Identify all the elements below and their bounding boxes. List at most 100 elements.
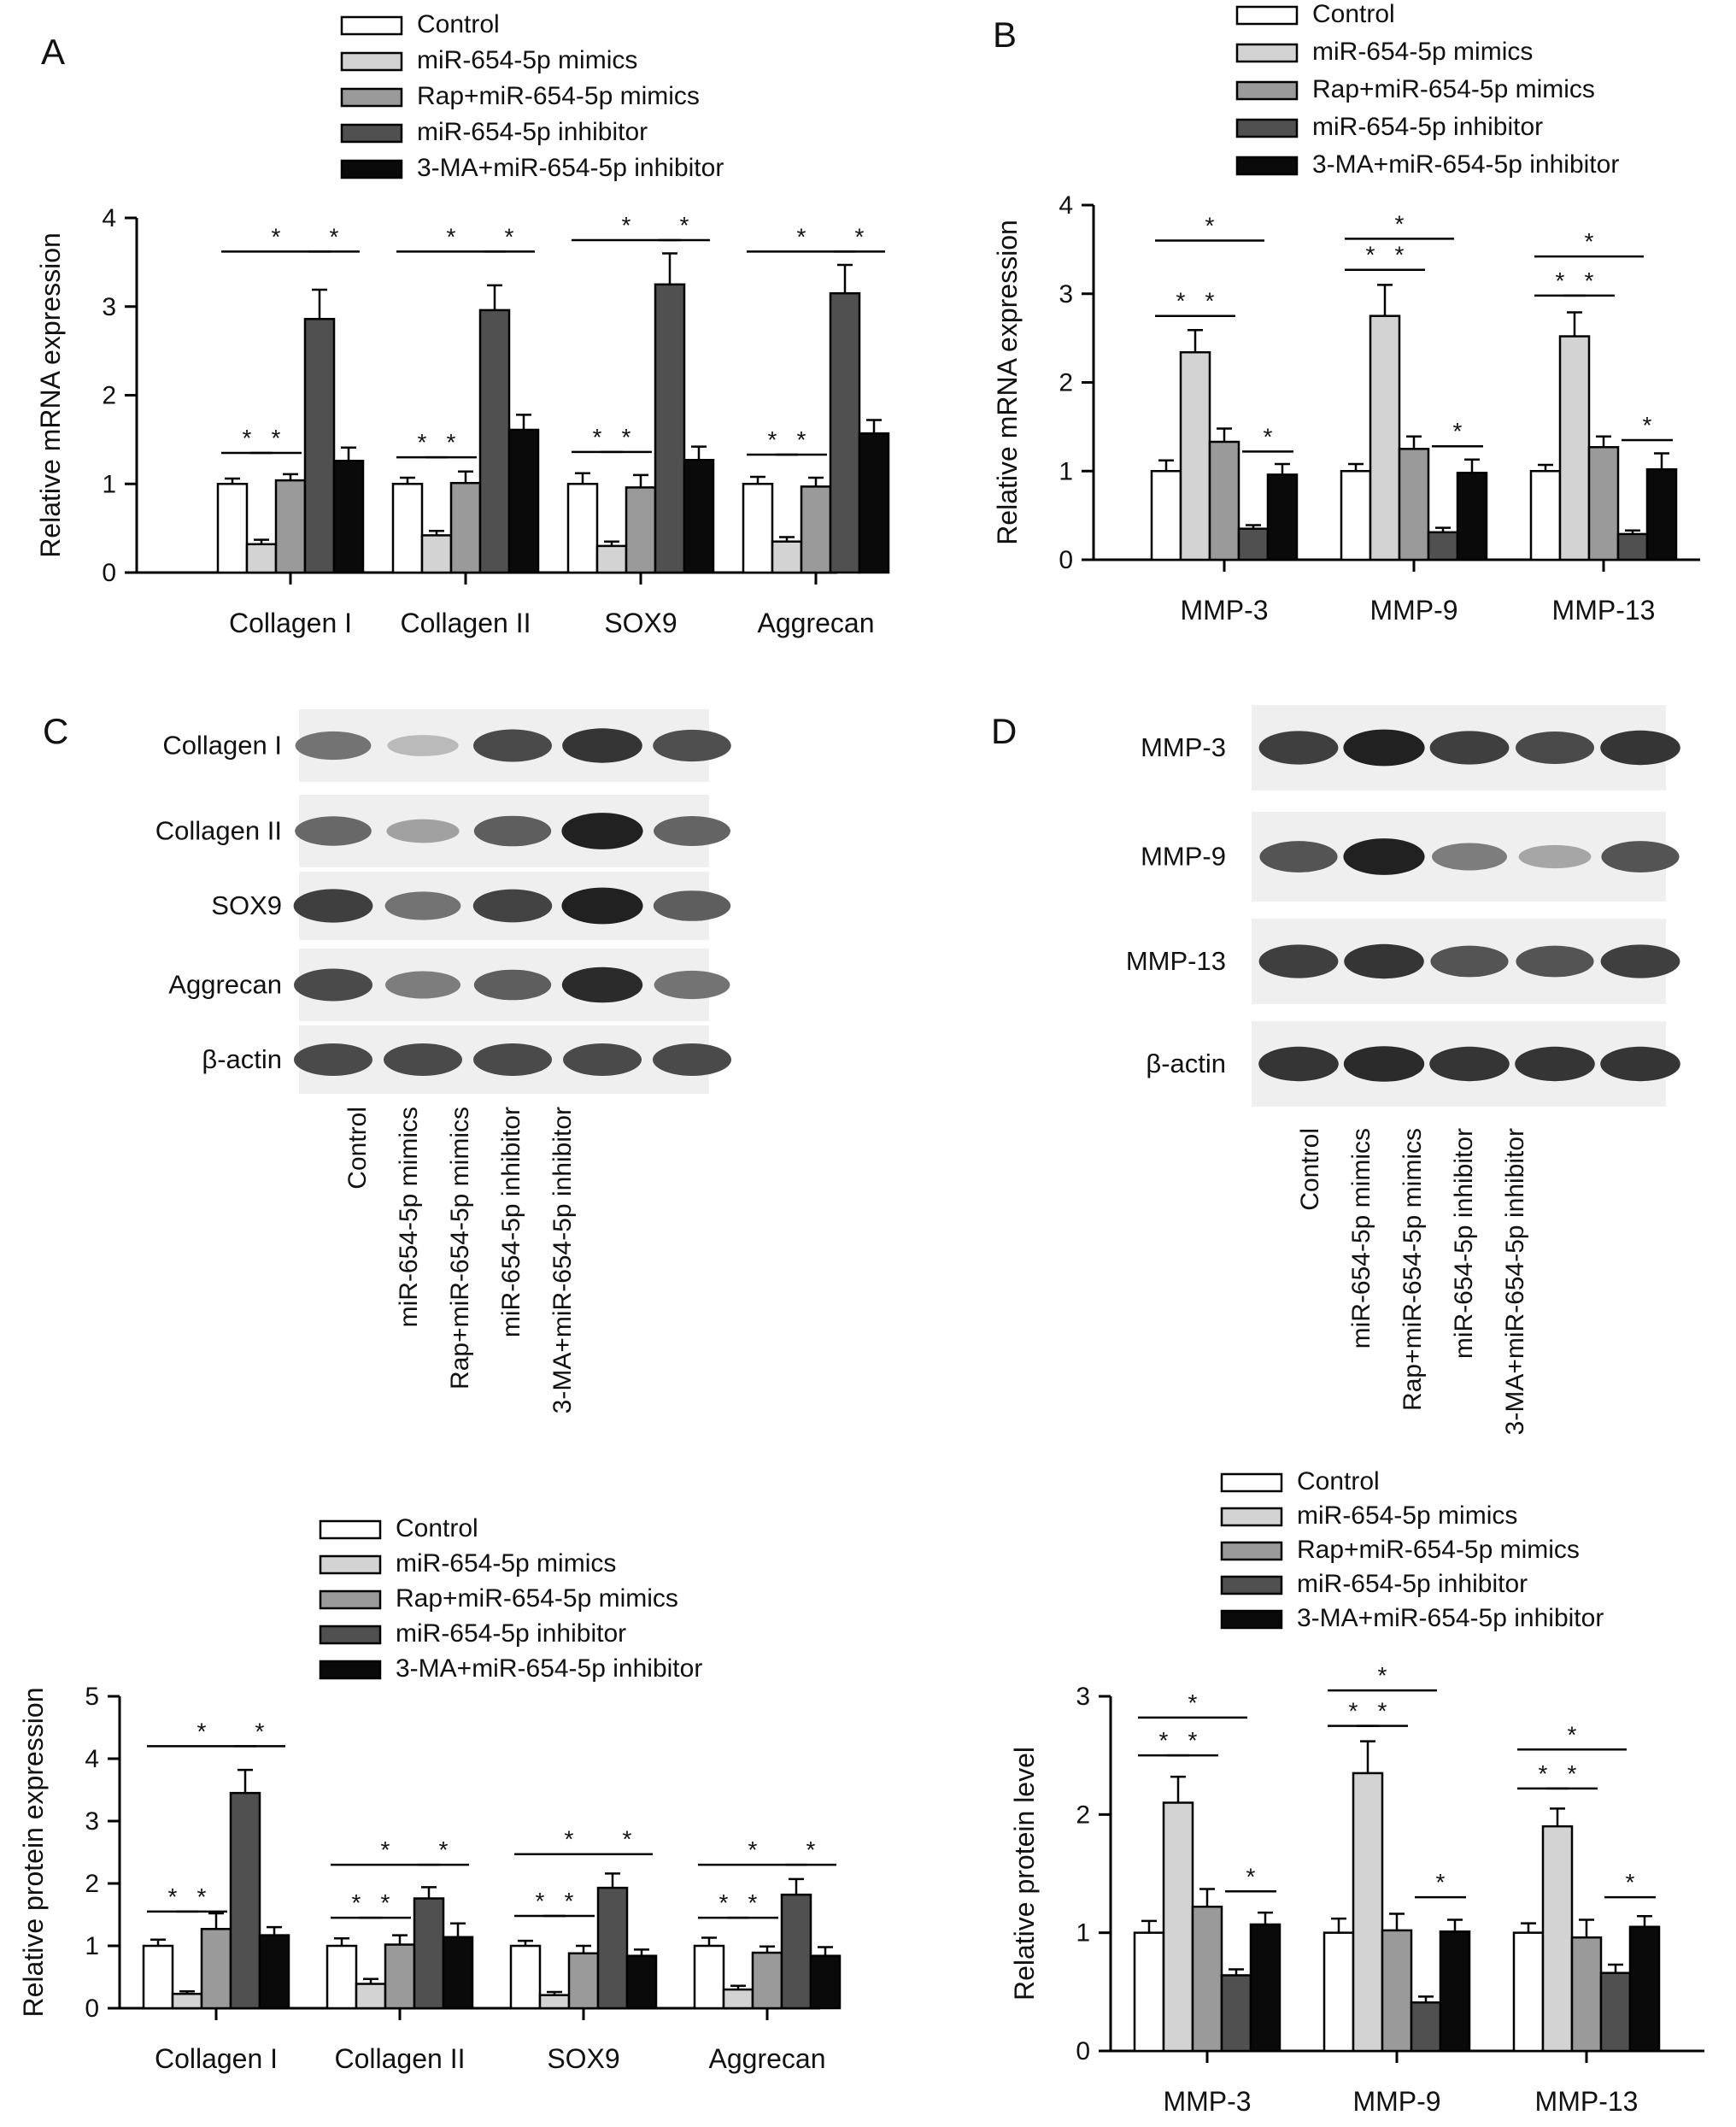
legend-swatch bbox=[319, 1554, 382, 1575]
legend-swatch bbox=[319, 1519, 382, 1540]
significance-star: * bbox=[447, 223, 456, 250]
y-axis-label: Relative mRNA expression bbox=[992, 220, 1023, 545]
bar bbox=[1599, 1971, 1632, 2053]
significance-star: * bbox=[1205, 213, 1215, 239]
significance-star: * bbox=[1159, 1727, 1169, 1754]
blot-lane-label: miR-654-5p mimics bbox=[395, 1107, 423, 1327]
legend-label: Rap+miR-654-5p mimics bbox=[1297, 1536, 1580, 1564]
bar bbox=[384, 1943, 416, 2010]
significance-star: * bbox=[1626, 1869, 1635, 1895]
y-tick-label: 3 bbox=[1059, 280, 1073, 308]
blot-band bbox=[293, 889, 373, 923]
blot-band bbox=[1259, 841, 1338, 873]
legend-label: miR-654-5p mimics bbox=[1297, 1501, 1517, 1530]
bar bbox=[413, 1897, 445, 2010]
y-tick-label: 3 bbox=[102, 293, 116, 321]
blot-band bbox=[1600, 730, 1680, 766]
legend-label: 3-MA+miR-654-5p inhibitor bbox=[1297, 1604, 1604, 1632]
blot-lane-label: 3-MA+miR-654-5p inhibitor bbox=[548, 1107, 577, 1413]
bar bbox=[596, 1886, 629, 2010]
bar-chart: A Control miR-654-5p mimics Rap+miR-654-5p … bbox=[35, 10, 890, 638]
blot-band bbox=[1516, 732, 1594, 764]
blot-band bbox=[1258, 944, 1339, 978]
y-axis-label: Relative mRNA expression bbox=[35, 232, 66, 558]
significance-star: * bbox=[381, 1836, 390, 1863]
bar bbox=[1645, 467, 1678, 561]
significance-star: * bbox=[1378, 1698, 1387, 1725]
legend-swatch bbox=[319, 1625, 382, 1645]
blot-row-label: SOX9 bbox=[211, 890, 282, 920]
bar bbox=[1340, 470, 1372, 561]
blot-band bbox=[1343, 729, 1425, 767]
blot-band bbox=[472, 889, 553, 923]
x-tick-label: Collagen II bbox=[401, 608, 531, 638]
legend-label: miR-654-5p mimics bbox=[1312, 38, 1533, 66]
legend-label: Rap+miR-654-5p mimics bbox=[417, 82, 700, 110]
blot-band bbox=[1343, 838, 1425, 875]
significance-star: * bbox=[623, 1826, 632, 1853]
blot-band bbox=[561, 887, 643, 925]
blot-row-label: Collagen I bbox=[162, 731, 282, 761]
blot-lane-label: Rap+miR-654-5p mimics bbox=[1399, 1128, 1427, 1411]
blot-band bbox=[562, 728, 642, 763]
legend-swatch bbox=[1220, 1472, 1283, 1493]
blot-band bbox=[473, 1043, 552, 1076]
bar bbox=[200, 1928, 232, 2010]
bar bbox=[1512, 1931, 1545, 2053]
y-tick-label: 1 bbox=[102, 470, 116, 498]
bar bbox=[1352, 1772, 1384, 2053]
y-tick-label: 5 bbox=[85, 1683, 99, 1711]
bar bbox=[829, 291, 861, 574]
bar bbox=[1266, 473, 1299, 561]
blot-lane-label: miR-654-5p inhibitor bbox=[497, 1107, 525, 1337]
bar bbox=[800, 485, 832, 574]
bar bbox=[391, 483, 424, 574]
bar bbox=[1541, 1824, 1574, 2053]
y-tick-label: 0 bbox=[85, 1995, 99, 2023]
significance-star: * bbox=[272, 425, 281, 451]
legend-label: Control bbox=[417, 10, 500, 38]
significance-star: * bbox=[1188, 1727, 1198, 1754]
significance-star: * bbox=[330, 223, 339, 250]
blot-band bbox=[1258, 731, 1339, 765]
blot-band bbox=[386, 819, 460, 843]
bar bbox=[258, 1934, 290, 2010]
bar bbox=[625, 486, 657, 574]
x-tick-label: MMP-3 bbox=[1163, 2086, 1251, 2117]
blot-band bbox=[1432, 843, 1507, 871]
legend-swatch bbox=[1220, 1541, 1283, 1561]
significance-star: * bbox=[197, 1883, 207, 1910]
blot-row-label: MMP-13 bbox=[1126, 946, 1226, 976]
blot-band bbox=[1600, 1046, 1680, 1082]
significance-star: * bbox=[797, 426, 806, 453]
x-tick-label: MMP-13 bbox=[1552, 595, 1656, 626]
bar bbox=[751, 1951, 783, 2010]
blot-band bbox=[1343, 1046, 1425, 1082]
significance-star: * bbox=[418, 429, 427, 455]
bar bbox=[1220, 1974, 1252, 2053]
bar bbox=[216, 483, 249, 574]
x-tick-label: Collagen I bbox=[155, 2043, 278, 2074]
legend-label: miR-654-5p inhibitor bbox=[1312, 113, 1543, 141]
legend-label: 3-MA+miR-654-5p inhibitor bbox=[396, 1654, 702, 1683]
panel-label: D bbox=[991, 711, 1017, 751]
blot-band bbox=[1601, 841, 1680, 873]
y-tick-label: 0 bbox=[1059, 546, 1073, 574]
x-tick-label: Aggrecan bbox=[709, 2043, 826, 2074]
legend-label: 3-MA+miR-654-5p inhibitor bbox=[1312, 150, 1619, 179]
significance-star: * bbox=[1378, 1662, 1387, 1689]
bar bbox=[1179, 350, 1211, 561]
y-axis-label: Relative protein level bbox=[1009, 1747, 1040, 2001]
blot-band bbox=[1518, 844, 1592, 869]
bar bbox=[442, 1936, 474, 2010]
blot-band bbox=[387, 735, 459, 756]
significance-star: * bbox=[272, 223, 281, 250]
blot-row-label: Collagen II bbox=[155, 816, 282, 846]
bar bbox=[142, 1944, 174, 2010]
bar bbox=[274, 479, 307, 574]
blot-lane-label: miR-654-5p mimics bbox=[1347, 1128, 1375, 1348]
significance-star: * bbox=[1436, 1869, 1446, 1895]
blot-band bbox=[295, 731, 372, 761]
y-tick-label: 2 bbox=[1059, 369, 1073, 397]
blot-band bbox=[473, 815, 552, 847]
